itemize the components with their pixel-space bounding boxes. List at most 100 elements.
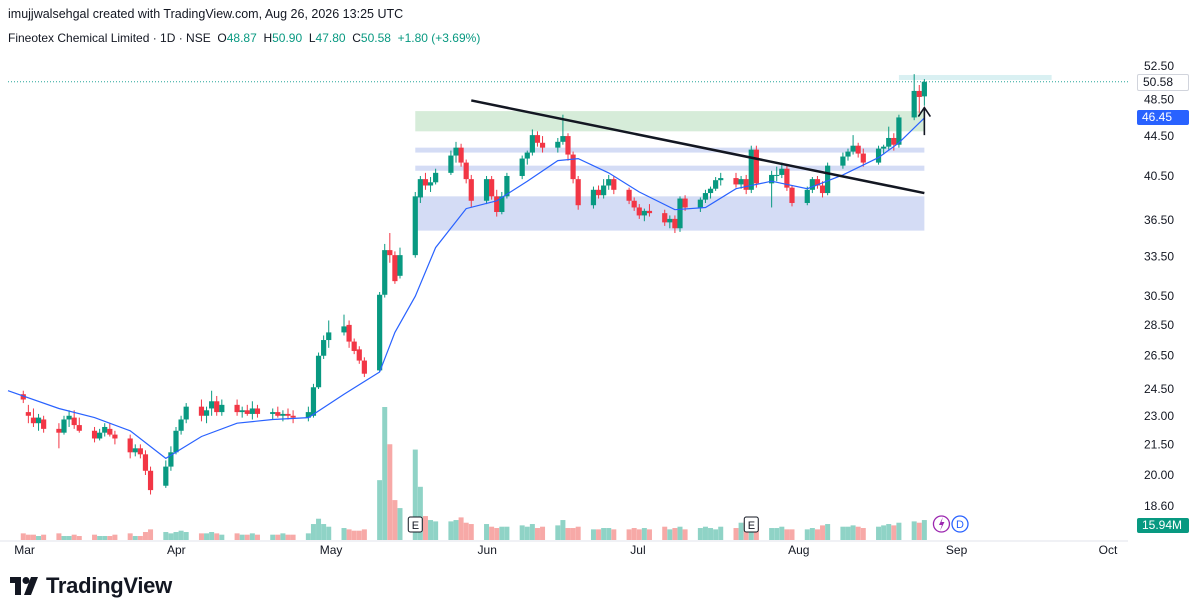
lightning-icon	[938, 517, 945, 531]
price-tick-label: 24.50	[1144, 382, 1174, 396]
price-zone	[415, 111, 925, 132]
volume-bar	[316, 518, 322, 540]
candle-body	[748, 149, 754, 190]
candle-body	[814, 179, 821, 186]
candle-body	[718, 178, 724, 181]
price-tick-label: 21.50	[1144, 437, 1174, 451]
volume-bar	[219, 534, 225, 540]
earnings-marker-text: E	[412, 520, 419, 532]
candle-body	[41, 419, 47, 429]
candle-body	[25, 412, 31, 416]
symbol-name[interactable]: Fineotex Chemical Limited · 1D · NSE	[8, 31, 211, 45]
footer-logo[interactable]: TradingView	[10, 573, 172, 599]
breakout-arrow-icon	[917, 106, 932, 136]
price-zone	[415, 147, 925, 153]
volume-bar	[484, 524, 490, 540]
candle-body	[916, 90, 922, 97]
candle-body	[774, 174, 780, 176]
candle-body	[753, 149, 759, 184]
volume-bar	[142, 532, 148, 540]
price-zone	[415, 165, 925, 171]
price-tick-label: 30.50	[1144, 289, 1174, 303]
close-value: 50.58	[360, 31, 391, 45]
volume-bar	[682, 529, 688, 540]
candle-body	[310, 387, 317, 416]
candle-body	[112, 434, 118, 439]
candle-body	[356, 349, 362, 361]
volume-bar	[845, 526, 851, 540]
candle-body	[448, 155, 454, 173]
candle-body	[198, 406, 205, 416]
candle-body	[504, 175, 510, 197]
earnings-marker	[743, 516, 759, 533]
price-tick-label: 36.50	[1144, 213, 1174, 227]
volume-bar	[290, 534, 296, 540]
volume-bar	[860, 528, 866, 540]
volume-bar	[529, 524, 535, 540]
volume-bar	[774, 528, 780, 540]
candle-body	[254, 408, 261, 414]
earnings-marker	[407, 516, 423, 533]
open-value: 48.87	[226, 31, 257, 45]
volume-bar	[534, 528, 540, 540]
candle-body	[20, 394, 26, 400]
volume-bar	[163, 532, 169, 540]
candle-body	[422, 179, 429, 186]
volume-bar	[601, 528, 607, 540]
price-tick-label: 33.50	[1144, 249, 1174, 263]
candle-body	[519, 158, 525, 176]
candle-body	[779, 168, 785, 175]
candle-body	[66, 415, 72, 420]
high-label: H	[263, 31, 273, 45]
volume-bar	[387, 444, 393, 540]
volume-bar	[911, 521, 917, 540]
volume-bar	[36, 536, 42, 540]
candle-body	[891, 137, 897, 145]
volume-bar	[97, 536, 103, 540]
candle-body	[646, 210, 653, 214]
volume-bar	[713, 529, 719, 540]
candle-body	[219, 404, 225, 413]
candle-body	[361, 360, 367, 374]
arrow-shape	[917, 106, 932, 136]
candle-body	[886, 137, 892, 147]
candle-body	[71, 417, 77, 426]
candle-body	[244, 410, 250, 414]
volume-bar	[631, 528, 637, 540]
price-tick-label: 23.00	[1144, 409, 1174, 423]
candle-body	[534, 135, 541, 143]
time-tick-label: Jun	[478, 543, 497, 557]
candle-body	[377, 294, 383, 371]
volume-bar	[305, 533, 311, 540]
volume-bar	[66, 536, 72, 540]
volume-bar	[789, 529, 795, 540]
volume-bar	[489, 526, 495, 540]
volume-bar	[504, 526, 510, 540]
volume-bar	[453, 520, 459, 540]
candle-body	[875, 148, 882, 163]
volume-bar	[173, 532, 179, 540]
volume-bar	[280, 533, 286, 540]
volume-bar	[804, 529, 810, 540]
volume-bar	[41, 534, 47, 540]
time-tick-label: Oct	[1099, 543, 1118, 557]
candle-body	[305, 412, 311, 418]
time-tick-label: Sep	[946, 543, 968, 557]
volume-bar	[769, 528, 775, 540]
dividend-marker-text: D	[956, 519, 964, 531]
candle-body	[860, 153, 866, 163]
volume-bar	[575, 526, 581, 540]
volume-bar	[886, 524, 892, 540]
candle-body	[524, 152, 530, 159]
volume-value-label: 15.94M	[1137, 518, 1189, 533]
volume-bar	[733, 528, 739, 540]
volume-bar	[102, 536, 108, 540]
volume-bar	[428, 520, 434, 540]
volume-bar	[641, 528, 647, 540]
volume-bar	[392, 500, 398, 540]
candle-body	[611, 179, 617, 190]
time-tick-label: Aug	[788, 543, 809, 557]
volume-bar	[697, 528, 703, 540]
volume-bar	[137, 536, 143, 540]
